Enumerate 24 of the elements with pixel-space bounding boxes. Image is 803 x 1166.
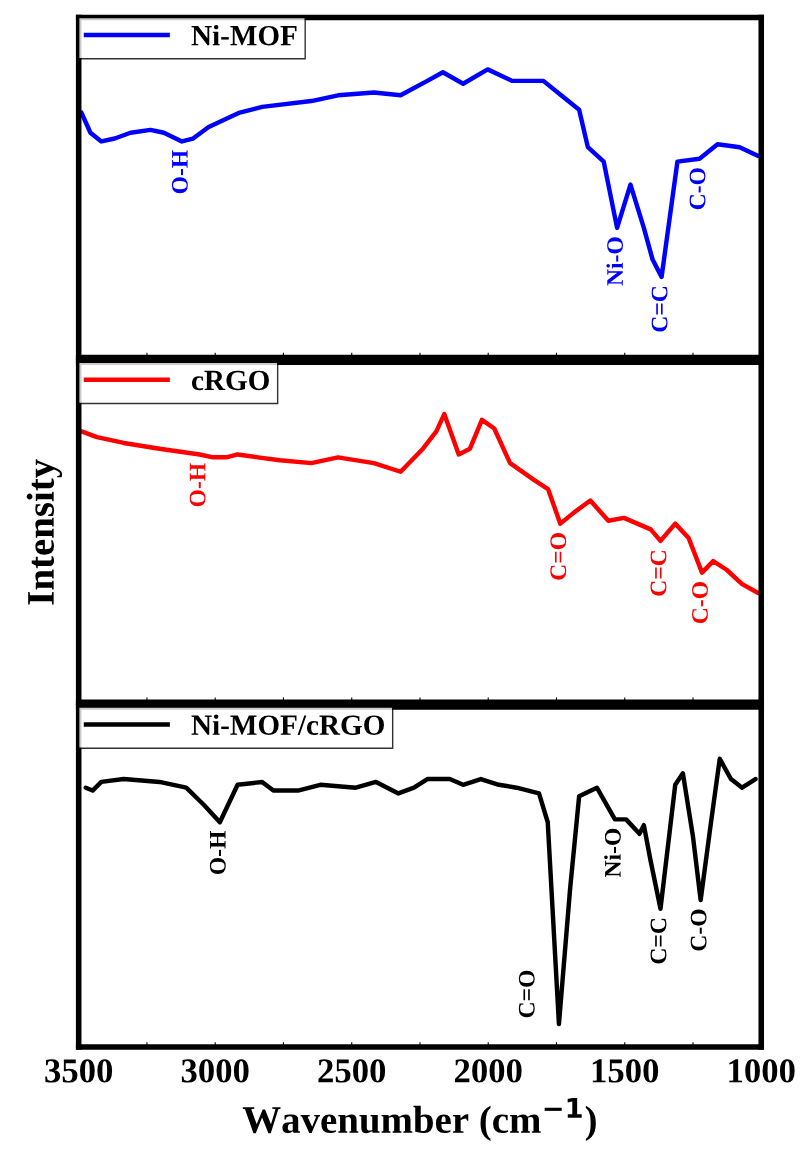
x-tick-label: 3000 (181, 1059, 249, 1083)
annotation: C-O (690, 909, 707, 951)
annotation: Ni-O (606, 237, 623, 286)
annotation: C=C (651, 287, 668, 332)
x-tick-label: 3500 (45, 1059, 113, 1083)
annotation: C=C (650, 918, 667, 964)
x-axis-title: Wavenumber (cm$^{−1}$) (242, 1098, 596, 1142)
annotation: O-H (209, 830, 226, 875)
annotation: C=O (550, 533, 567, 580)
annotation: C-O (692, 582, 708, 624)
annotation: C=O (518, 970, 535, 1018)
annotation: Ni-O (604, 828, 621, 878)
y-axis-title: Intensity (26, 459, 63, 605)
x-tick-label: 2500 (318, 1059, 386, 1083)
annotation: O-H (171, 150, 188, 194)
x-tick-label: 1500 (592, 1059, 659, 1083)
annotation: O-H (189, 463, 206, 507)
annotation: C=C (650, 551, 667, 596)
annotation: C-O (689, 168, 706, 210)
legend-label: cRGO (191, 370, 269, 391)
legend-label: Ni-MOF (191, 24, 297, 46)
legend-label: Ni-MOF/cRGO (191, 714, 384, 735)
x-tick-label: 1000 (729, 1059, 795, 1083)
x-tick-label: 2000 (454, 1059, 522, 1083)
